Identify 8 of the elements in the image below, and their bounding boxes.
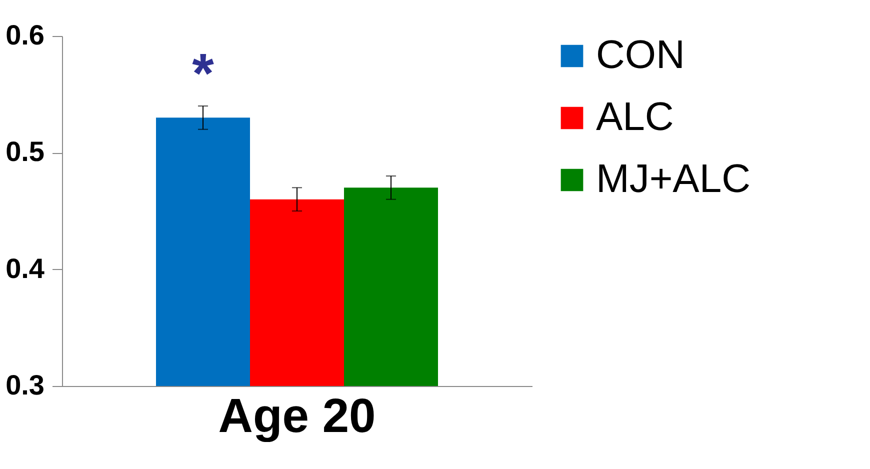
y-tick-label: 0.3: [6, 370, 44, 400]
legend-label: CON: [596, 33, 685, 77]
annotation: *: [192, 42, 214, 105]
y-tick-label: 0.5: [6, 136, 44, 168]
y-tick-label: 0.4: [6, 252, 45, 284]
legend-label: ALC: [596, 95, 674, 139]
legend-label: MJ+ALC: [596, 157, 750, 201]
y-tick-label: 0.6: [6, 20, 44, 50]
